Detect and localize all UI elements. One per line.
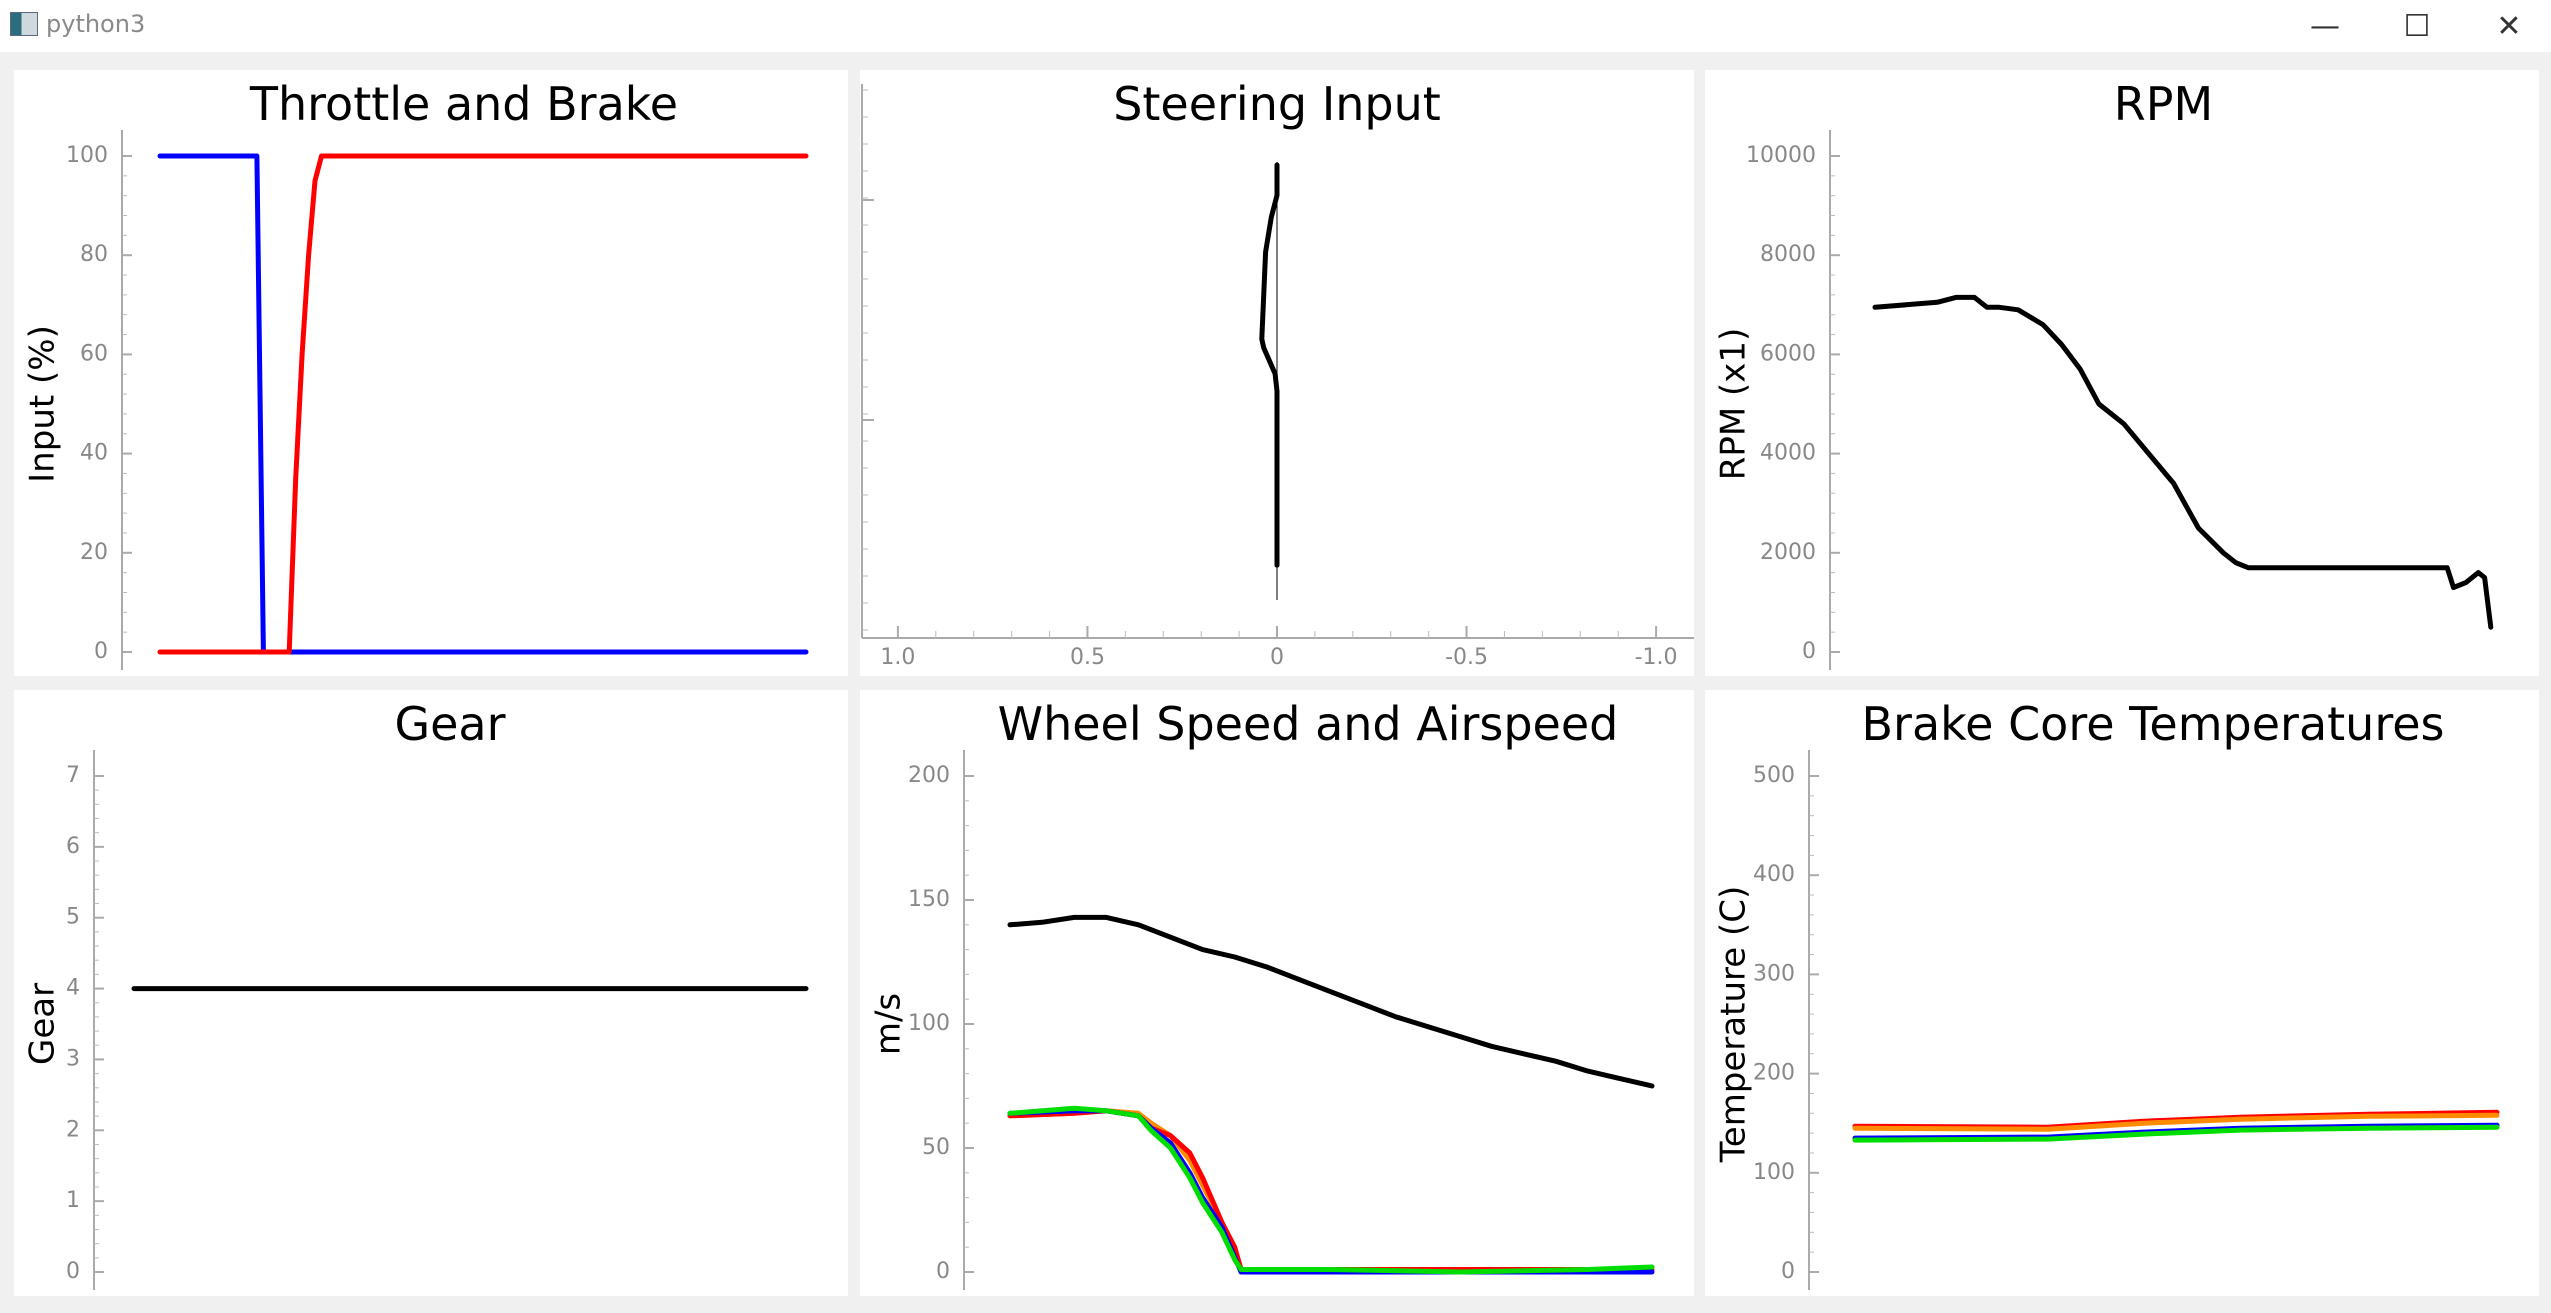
throttle_brake-ytick-label: 100	[66, 143, 108, 168]
brake_temps-ytick-label: 300	[1753, 961, 1795, 986]
brake_temps-title: Brake Core Temperatures	[1861, 697, 2444, 751]
speed-series-line-3	[1007, 1108, 1655, 1275]
rpm-ytick-label: 10000	[1746, 143, 1816, 168]
brake_temps-ylabel: Temperature (C)	[1714, 886, 1754, 1163]
steering-series-line-0	[1259, 162, 1280, 568]
brake-temps-panel: Brake Core Temperatures Temperature (C) 0 1…	[1705, 690, 2539, 1296]
speed-series-line-4	[1007, 1105, 1655, 1275]
speed-series-line-2	[1007, 1108, 1655, 1272]
rpm-chart: RPM RPM (x1) 0 2000 4000 6000 8000 10000	[1714, 77, 2494, 670]
rpm-ytick-label: 4000	[1760, 441, 1816, 466]
rpm-ytick-label: 2000	[1760, 540, 1816, 565]
throttle_brake-ytick-label: 40	[80, 441, 108, 466]
gear-chart: Gear Gear 0 1 2 3 4 5 6 7	[23, 697, 809, 1290]
rpm-ylabel: RPM (x1)	[1714, 328, 1754, 481]
steering-title: Steering Input	[1113, 77, 1441, 131]
speed-ytick-label: 100	[908, 1011, 950, 1036]
speed-chart: Wheel Speed and Airspeed m/s 0 50 100 150 200	[869, 697, 1655, 1290]
brake_temps-ytick-label: 200	[1753, 1061, 1795, 1086]
speed-ylabel: m/s	[869, 993, 909, 1055]
gear-panel: Gear Gear 0 1 2 3 4 5 6 7	[14, 690, 848, 1296]
speed-ytick-label: 50	[922, 1135, 950, 1160]
speed-title: Wheel Speed and Airspeed	[998, 697, 1619, 751]
throttle_brake-ytick-label: 60	[80, 341, 108, 366]
rpm-title: RPM	[2114, 77, 2213, 131]
steering-xtick-label: -0.5	[1445, 645, 1488, 670]
throttle_brake-title: Throttle and Brake	[249, 77, 678, 131]
speed-series-line-1	[1007, 1108, 1655, 1275]
throttle_brake-series-line-0	[157, 153, 809, 655]
minimize-button[interactable]: —	[2310, 8, 2340, 44]
gear-title: Gear	[394, 697, 505, 751]
rpm-ytick-label: 0	[1802, 639, 1816, 664]
brake_temps-ytick-label: 100	[1753, 1160, 1795, 1185]
steering-xtick-label: 1.0	[880, 645, 915, 670]
throttle_brake-ytick-label: 20	[80, 540, 108, 565]
brake_temps-series-line-1	[1852, 1112, 2500, 1132]
brake_temps-ytick-label: 0	[1781, 1259, 1795, 1284]
speed-panel: Wheel Speed and Airspeed m/s 0 50 100 150 200	[860, 690, 1694, 1296]
gear-ytick-label: 1	[66, 1188, 80, 1213]
gear-ylabel: Gear	[23, 983, 63, 1065]
gear-ytick-label: 7	[66, 763, 80, 788]
throttle_brake-ytick-label: 0	[94, 639, 108, 664]
close-button[interactable]: ✕	[2496, 8, 2522, 44]
speed-ytick-label: 200	[908, 763, 950, 788]
throttle_brake-series-line-1	[157, 153, 809, 655]
rpm-series-line-0	[1872, 294, 2494, 630]
brake_temps-ytick-label: 500	[1753, 763, 1795, 788]
speed-ytick-label: 0	[936, 1259, 950, 1284]
throttle-brake-panel: Throttle and Brake Input (%) 0 20 40 60 80 100	[14, 70, 848, 676]
steering-xtick-label: 0	[1270, 645, 1284, 670]
speed-ytick-label: 150	[908, 887, 950, 912]
window-titlebar: python3 — ☐ ✕	[0, 0, 2551, 52]
speed-series-line-0	[1007, 914, 1655, 1089]
steering-chart: Steering Input 1.0 0.5 0 -0.5 -1.0	[861, 77, 1694, 670]
app-icon	[10, 12, 38, 36]
throttle-brake-chart: Throttle and Brake Input (%) 0 20 40 60 80 100	[23, 77, 809, 670]
steering-panel: Steering Input 1.0 0.5 0 -0.5 -1.0	[860, 70, 1694, 676]
brake_temps-ytick-label: 400	[1753, 862, 1795, 887]
steering-xtick-label: 0.5	[1070, 645, 1105, 670]
window-title: python3	[46, 10, 146, 38]
steering-xtick-label: -1.0	[1635, 645, 1678, 670]
gear-ytick-label: 0	[66, 1259, 80, 1284]
brake-temps-chart: Brake Core Temperatures Temperature (C) 0 1…	[1714, 697, 2500, 1290]
rpm-ytick-label: 8000	[1760, 242, 1816, 267]
brake_temps-series-line-3	[1852, 1124, 2500, 1143]
throttle_brake-ytick-label: 80	[80, 242, 108, 267]
gear-ytick-label: 4	[66, 976, 80, 1001]
gear-ytick-label: 3	[66, 1046, 80, 1071]
gear-ytick-label: 5	[66, 905, 80, 930]
throttle_brake-ylabel: Input (%)	[23, 325, 63, 483]
rpm-panel: RPM RPM (x1) 0 2000 4000 6000 8000 10000	[1705, 70, 2539, 676]
gear-ytick-label: 6	[66, 834, 80, 859]
maximize-button[interactable]: ☐	[2403, 8, 2431, 44]
gear-ytick-label: 2	[66, 1117, 80, 1142]
rpm-ytick-label: 6000	[1760, 341, 1816, 366]
